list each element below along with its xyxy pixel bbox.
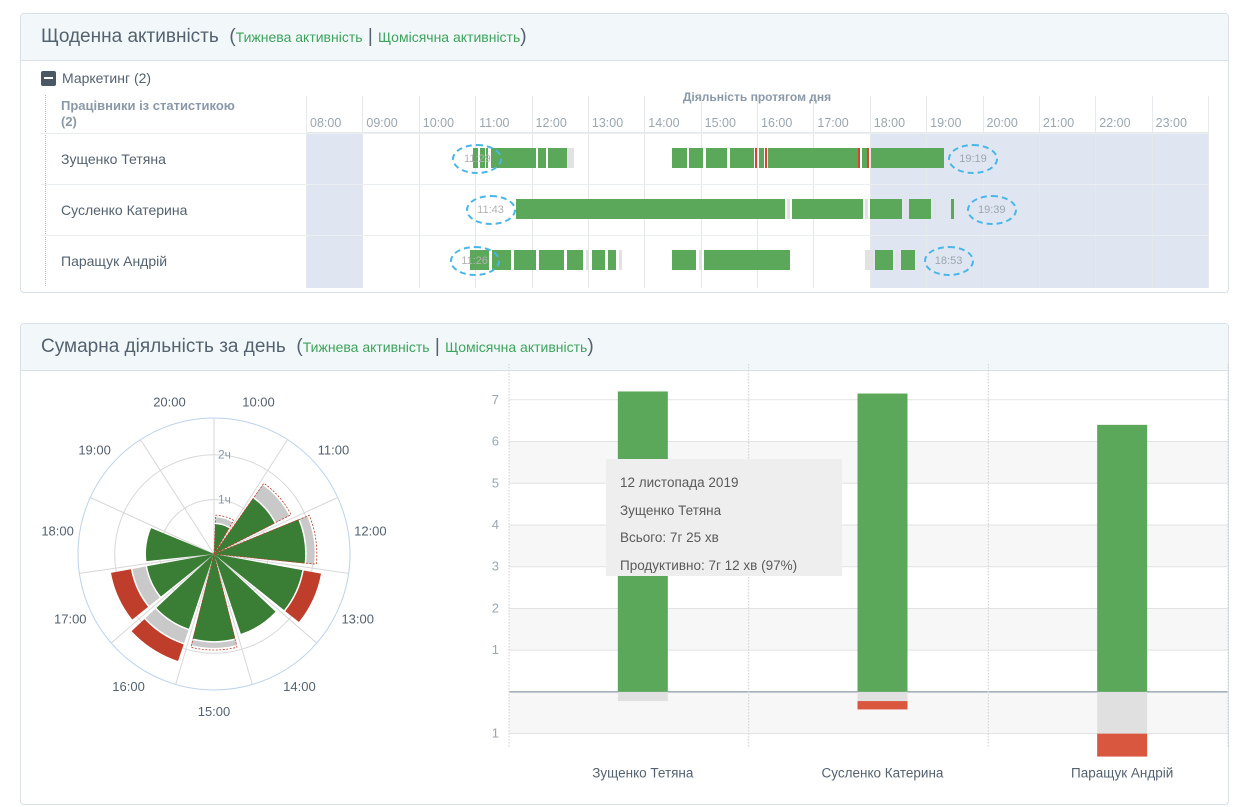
svg-text:4: 4 — [492, 517, 499, 532]
svg-text:1: 1 — [492, 642, 499, 657]
svg-text:2ч: 2ч — [218, 448, 231, 462]
svg-text:20:00: 20:00 — [153, 394, 186, 409]
svg-text:12:00: 12:00 — [354, 524, 387, 539]
svg-text:Паращук Андрій: Паращук Андрій — [1071, 766, 1173, 781]
svg-text:3: 3 — [492, 559, 499, 574]
svg-text:1: 1 — [492, 726, 499, 741]
svg-text:Сусленко Катерина: Сусленко Катерина — [822, 766, 944, 781]
svg-text:15:00: 15:00 — [198, 704, 231, 719]
svg-text:14:00: 14:00 — [283, 679, 316, 694]
svg-text:17:00: 17:00 — [54, 612, 87, 627]
svg-text:13:00: 13:00 — [341, 612, 374, 627]
svg-text:Зущенко Тетяна: Зущенко Тетяна — [592, 766, 694, 781]
svg-text:1ч: 1ч — [218, 493, 231, 507]
svg-text:5: 5 — [492, 475, 499, 490]
svg-text:11:00: 11:00 — [318, 443, 350, 458]
svg-text:16:00: 16:00 — [112, 679, 145, 694]
svg-text:10:00: 10:00 — [242, 394, 275, 409]
svg-text:19:00: 19:00 — [78, 443, 111, 458]
svg-text:6: 6 — [492, 434, 499, 449]
svg-text:2: 2 — [492, 600, 499, 615]
svg-text:7: 7 — [492, 392, 499, 407]
svg-text:18:00: 18:00 — [41, 524, 74, 539]
